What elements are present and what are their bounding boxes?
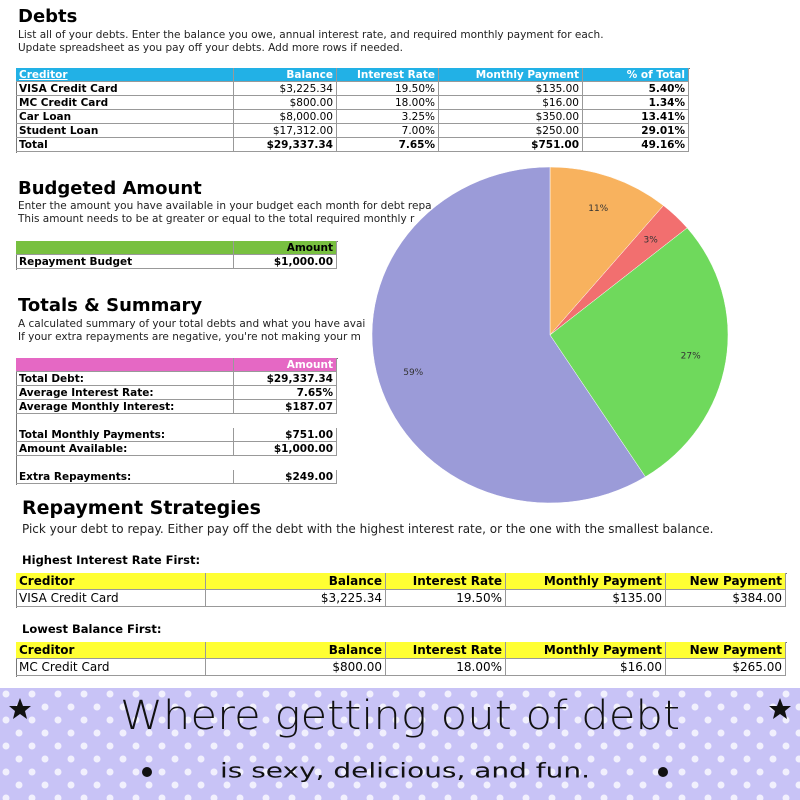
header-cell: Amount [234, 241, 337, 255]
cell: Total Debt: [16, 372, 234, 386]
cell: 19.50% [386, 590, 506, 607]
cell: VISA Credit Card [16, 82, 234, 96]
cell: 19.50% [337, 82, 439, 96]
cell: Average Interest Rate: [16, 386, 234, 400]
cell: $265.00 [666, 659, 786, 676]
cell: Total Monthly Payments: [16, 428, 234, 442]
cell: $29,337.34 [234, 372, 337, 386]
banner-dots [0, 688, 800, 800]
cell: $187.07 [234, 400, 337, 414]
banner: Where getting out of debt is sexy, delic… [0, 688, 800, 800]
cell: 1.34% [583, 96, 689, 110]
cell: $16.00 [506, 659, 666, 676]
header-cell: Balance [206, 642, 386, 659]
bullet-icon [142, 767, 152, 777]
description: If your extra repayments are negative, y… [18, 331, 361, 343]
banner-tagline: is sexy, delicious, and fun. [220, 759, 590, 783]
description: This amount needs to be at greater or eq… [18, 213, 415, 225]
description: Update spreadsheet as you pay off your d… [18, 42, 403, 54]
cell: $1,000.00 [234, 255, 337, 269]
header-cell: Creditor [16, 68, 234, 82]
header-cell: New Payment [666, 642, 786, 659]
pie-slice [371, 166, 646, 504]
cell: 49.16% [583, 138, 689, 152]
header-cell: Monthly Payment [506, 573, 666, 590]
header-cell: Interest Rate [386, 573, 506, 590]
header-cell: Creditor [16, 642, 206, 659]
cell: Average Monthly Interest: [16, 400, 234, 414]
cell: $135.00 [506, 590, 666, 607]
header-cell: Amount [234, 358, 337, 372]
cell: VISA Credit Card [16, 590, 206, 607]
cell: $17,312.00 [234, 124, 337, 138]
description: Pick your debt to repay. Either pay off … [22, 522, 714, 536]
cell: $751.00 [234, 428, 337, 442]
slice-label: 3% [644, 235, 659, 245]
header-cell: New Payment [666, 573, 786, 590]
header-cell: Interest Rate [386, 642, 506, 659]
cell: 7.65% [337, 138, 439, 152]
cell: Car Loan [16, 110, 234, 124]
banner-headline: Where getting out of debt [120, 693, 680, 739]
cell: Total [16, 138, 234, 152]
cell: $1,000.00 [234, 442, 337, 456]
cell: $384.00 [666, 590, 786, 607]
section-title: Repayment Strategies [22, 497, 261, 519]
cell: 7.00% [337, 124, 439, 138]
cell: $350.00 [439, 110, 583, 124]
header-cell: Balance [234, 68, 337, 82]
cell: 18.00% [337, 96, 439, 110]
cell: $16.00 [439, 96, 583, 110]
header-cell: Monthly Payment [439, 68, 583, 82]
header-cell: Creditor [16, 573, 206, 590]
description: A calculated summary of your total debts… [18, 318, 366, 330]
cell: 3.25% [337, 110, 439, 124]
subsection-title: Lowest Balance First: [22, 622, 162, 636]
header-cell [16, 358, 234, 372]
slice-label: 59% [403, 368, 423, 378]
section-title: Budgeted Amount [18, 178, 202, 199]
cell: $751.00 [439, 138, 583, 152]
cell: Student Loan [16, 124, 234, 138]
cell: 18.00% [386, 659, 506, 676]
cell: MC Credit Card [16, 96, 234, 110]
star-icon [769, 698, 791, 719]
section-title: Totals & Summary [18, 295, 203, 316]
pie-slice [549, 166, 664, 336]
cell: Repayment Budget [16, 255, 234, 269]
header-cell: Monthly Payment [506, 642, 666, 659]
cell: $29,337.34 [234, 138, 337, 152]
cell: $800.00 [234, 96, 337, 110]
description: Enter the amount you have available in y… [18, 200, 432, 212]
cell: MC Credit Card [16, 659, 206, 676]
cell: $249.00 [234, 470, 337, 484]
cell: 5.40% [583, 82, 689, 96]
cell: Amount Available: [16, 442, 234, 456]
cell: $8,000.00 [234, 110, 337, 124]
cell: 7.65% [234, 386, 337, 400]
header-cell: Interest Rate [337, 68, 439, 82]
cell: $250.00 [439, 124, 583, 138]
cell: $800.00 [206, 659, 386, 676]
description: List all of your debts. Enter the balanc… [18, 29, 604, 41]
cell: $3,225.34 [206, 590, 386, 607]
slice-label: 27% [681, 352, 701, 362]
cell: $135.00 [439, 82, 583, 96]
cell: Extra Repayments: [16, 470, 234, 484]
section-title: Debts [18, 6, 78, 27]
header-cell: % of Total [583, 68, 689, 82]
slice-label: 11% [588, 204, 608, 214]
pie-slice [549, 227, 729, 478]
star-icon [9, 698, 31, 719]
header-cell: Balance [206, 573, 386, 590]
header-cell [16, 241, 234, 255]
cell: 13.41% [583, 110, 689, 124]
subsection-title: Highest Interest Rate First: [22, 553, 201, 567]
cell: $3,225.34 [234, 82, 337, 96]
cell: 29.01% [583, 124, 689, 138]
bullet-icon [658, 767, 668, 777]
